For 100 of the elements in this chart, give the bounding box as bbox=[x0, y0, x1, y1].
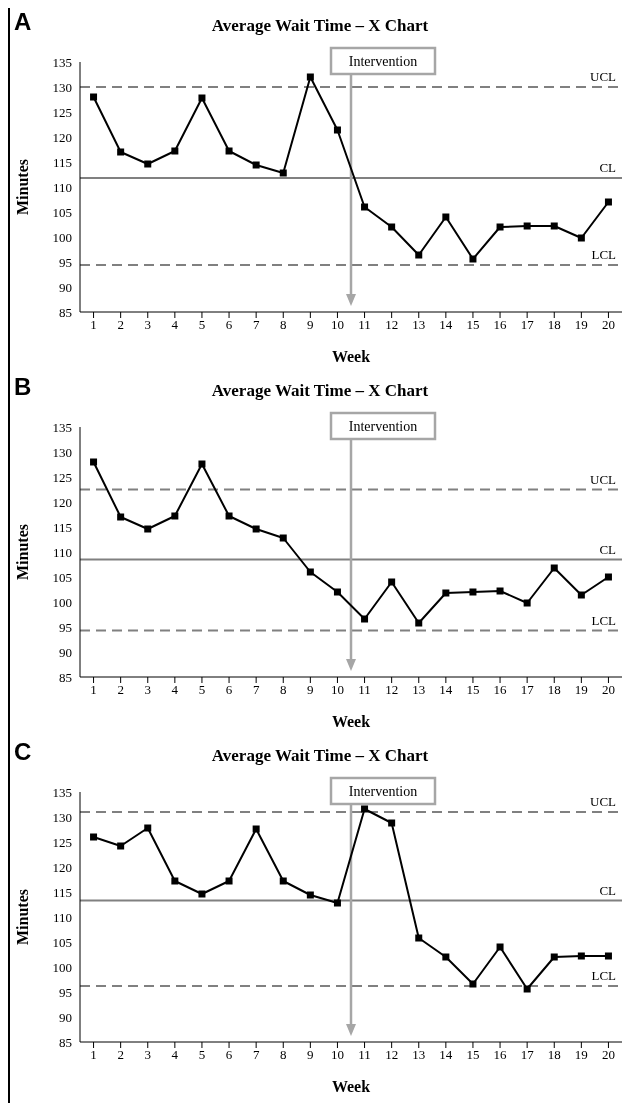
point bbox=[171, 512, 179, 520]
ref-line-label: CL bbox=[599, 160, 617, 175]
y-tick-label: 135 bbox=[52, 784, 72, 800]
y-tick-label: 125 bbox=[52, 834, 72, 850]
chart-title: Average Wait Time – X Chart bbox=[211, 746, 429, 765]
x-tick-label: 9 bbox=[307, 682, 314, 698]
y-tick-label: 130 bbox=[52, 809, 72, 825]
y-tick-label: 105 bbox=[52, 569, 72, 585]
x-tick-label: 1 bbox=[90, 682, 97, 698]
point bbox=[306, 891, 314, 899]
x-tick-label: 3 bbox=[144, 317, 151, 333]
point bbox=[604, 952, 612, 960]
x-tick-label: 17 bbox=[520, 1047, 535, 1063]
x-axis-title: Week bbox=[331, 348, 371, 365]
y-tick-label: 100 bbox=[52, 229, 72, 245]
y-tick-label: 125 bbox=[52, 469, 72, 485]
y-tick-label: 110 bbox=[52, 909, 72, 925]
point bbox=[171, 147, 179, 155]
point bbox=[225, 877, 233, 885]
x-tick-label: 17 bbox=[520, 317, 535, 333]
y-tick-label: 90 bbox=[59, 279, 72, 295]
y-tick-label: 105 bbox=[52, 934, 72, 950]
x-tick-label: 1 bbox=[90, 317, 97, 333]
point bbox=[252, 525, 260, 533]
point bbox=[306, 568, 314, 576]
x-tick-label: 11 bbox=[358, 317, 371, 333]
y-tick-label: 95 bbox=[59, 984, 72, 1000]
x-tick-label: 8 bbox=[280, 317, 287, 333]
x-tick-label: 5 bbox=[198, 1047, 206, 1063]
x-tick-label: 18 bbox=[547, 1047, 561, 1063]
point bbox=[90, 458, 98, 466]
y-tick-label: 135 bbox=[52, 54, 72, 70]
x-tick-label: 15 bbox=[466, 317, 480, 333]
point bbox=[469, 588, 477, 596]
point bbox=[198, 94, 206, 102]
y-tick-label: 85 bbox=[59, 669, 72, 685]
x-tick-label: 15 bbox=[466, 682, 480, 698]
x-tick-label: 14 bbox=[439, 317, 453, 333]
x-tick-label: 9 bbox=[307, 317, 314, 333]
x-tick-label: 18 bbox=[547, 317, 561, 333]
chart-title: Average Wait Time – X Chart bbox=[211, 16, 429, 35]
ref-line-label: Intervention bbox=[348, 419, 418, 434]
chart-title: Average Wait Time – X Chart bbox=[211, 381, 429, 400]
y-tick-label: 120 bbox=[52, 494, 72, 510]
y-axis-title: Minutes bbox=[13, 889, 31, 945]
point bbox=[469, 255, 477, 263]
point bbox=[171, 877, 179, 885]
point bbox=[333, 899, 341, 907]
x-tick-label: 19 bbox=[574, 1047, 588, 1063]
x-tick-label: 5 bbox=[198, 682, 206, 698]
x-tick-label: 7 bbox=[252, 1047, 260, 1063]
point bbox=[550, 953, 558, 961]
point bbox=[388, 223, 396, 231]
ref-line-label: CL bbox=[599, 882, 617, 898]
x-tick-label: 15 bbox=[466, 1047, 480, 1063]
point bbox=[523, 222, 531, 230]
x-tick-label: 11 bbox=[358, 1047, 371, 1063]
y-tick-label: 110 bbox=[52, 179, 72, 195]
point bbox=[333, 126, 341, 134]
x-tick-label: 12 bbox=[385, 317, 399, 333]
point bbox=[361, 805, 369, 813]
x-axis-title: Week bbox=[331, 713, 371, 730]
y-tick-label: 130 bbox=[52, 444, 72, 460]
point bbox=[225, 147, 233, 155]
point bbox=[90, 93, 98, 101]
ref-line-label: LCL bbox=[591, 612, 617, 628]
y-tick-label: 95 bbox=[59, 254, 72, 270]
y-tick-label: 120 bbox=[52, 859, 72, 875]
y-tick-label: 115 bbox=[52, 154, 72, 170]
y-tick-label: 90 bbox=[59, 1009, 72, 1025]
point bbox=[333, 588, 341, 596]
point bbox=[604, 573, 612, 581]
x-tick-label: 4 bbox=[171, 317, 179, 333]
x-tick-label: 16 bbox=[493, 1047, 508, 1063]
x-tick-label: 13 bbox=[412, 1047, 426, 1063]
point bbox=[469, 980, 477, 988]
x-tick-label: 17 bbox=[520, 682, 535, 698]
y-tick-label: 125 bbox=[52, 104, 72, 120]
x-tick-label: 14 bbox=[439, 1047, 453, 1063]
point bbox=[442, 589, 450, 597]
x-tick-label: 13 bbox=[412, 682, 426, 698]
x-tick-label: 12 bbox=[385, 1047, 399, 1063]
point bbox=[279, 169, 287, 177]
y-tick-label: 100 bbox=[52, 594, 72, 610]
x-tick-label: 3 bbox=[144, 1047, 151, 1063]
y-tick-label: 130 bbox=[52, 79, 72, 95]
ref-line-label: UCL bbox=[590, 471, 617, 487]
point bbox=[252, 161, 260, 169]
y-tick-label: 85 bbox=[59, 1034, 72, 1050]
x-tick-label: 5 bbox=[198, 317, 206, 333]
y-tick-label: 90 bbox=[59, 644, 72, 660]
point bbox=[388, 819, 396, 827]
y-tick-label: 135 bbox=[52, 419, 72, 435]
point bbox=[117, 842, 125, 850]
y-tick-label: 105 bbox=[52, 204, 72, 220]
text: C bbox=[14, 738, 32, 766]
point bbox=[604, 198, 612, 206]
y-axis-title: Minutes bbox=[13, 524, 31, 580]
x-tick-label: 20 bbox=[601, 317, 615, 333]
ref-line-label: CL bbox=[599, 541, 617, 557]
